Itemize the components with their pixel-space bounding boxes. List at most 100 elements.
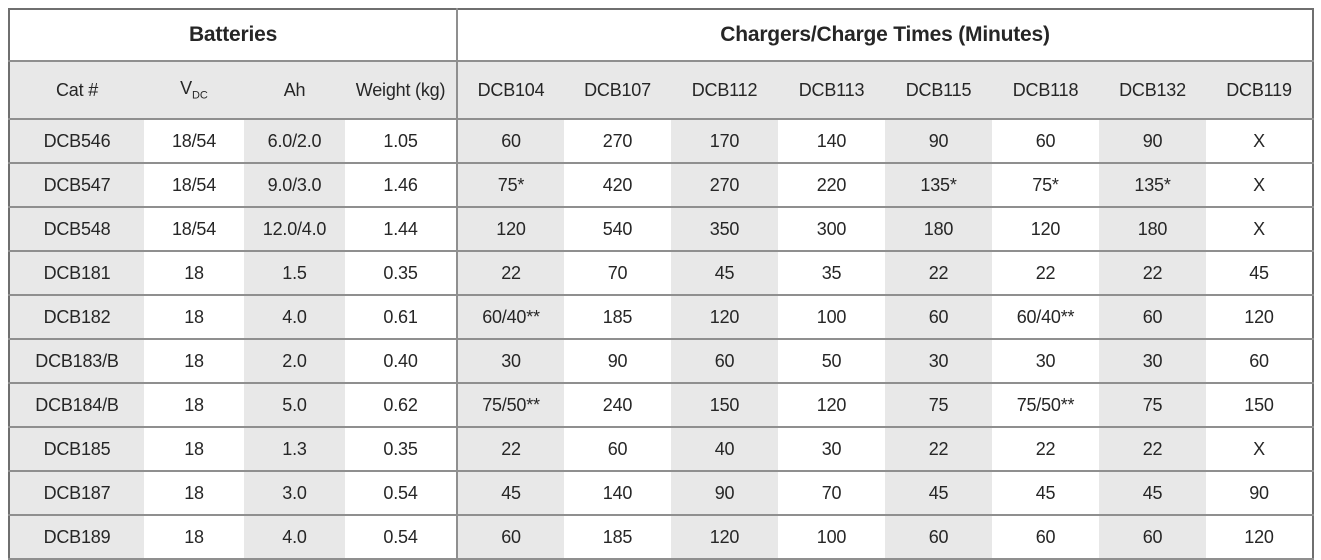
charge-time-cell: 135* — [1099, 163, 1207, 208]
charge-time-cell: X — [1206, 119, 1314, 164]
charge-time-cell: 60 — [671, 339, 779, 384]
col-header-dcb107: DCB107 — [564, 61, 672, 120]
battery-spec-cell: 5.0 — [244, 383, 345, 428]
battery-spec-cell: 3.0 — [244, 471, 345, 516]
charge-time-cell: 75* — [992, 163, 1100, 208]
charge-time-cell: 22 — [885, 427, 993, 472]
battery-spec-cell: 0.61 — [345, 295, 458, 340]
charge-time-cell: 60 — [564, 427, 672, 472]
col-header-dcb118: DCB118 — [992, 61, 1100, 120]
charge-time-cell: 90 — [1206, 471, 1314, 516]
charge-time-cell: 22 — [456, 427, 565, 472]
battery-spec-cell: 1.5 — [244, 251, 345, 296]
table-row: DCB547 18/54 9.0/3.0 1.46 75* 420 270 220 135* 75… — [9, 163, 1314, 208]
battery-spec-cell: 9.0/3.0 — [244, 163, 345, 208]
charge-time-cell: 60 — [456, 119, 565, 164]
charge-time-cell: 420 — [564, 163, 672, 208]
charge-time-cell: 540 — [564, 207, 672, 252]
charge-time-cell: 30 — [992, 339, 1100, 384]
charge-time-cell: 22 — [456, 251, 565, 296]
cat-number-cell: DCB546 — [9, 119, 144, 164]
charge-time-cell: 120 — [992, 207, 1100, 252]
battery-spec-cell: 18 — [144, 295, 244, 340]
charge-time-cell: 60 — [992, 119, 1100, 164]
cat-number-cell: DCB181 — [9, 251, 144, 296]
charge-time-cell: 75* — [456, 163, 565, 208]
charge-time-cell: 70 — [778, 471, 886, 516]
charge-time-cell: 120 — [778, 383, 886, 428]
charge-time-cell: 140 — [564, 471, 672, 516]
charge-time-cell: 60 — [1099, 295, 1207, 340]
col-header-dcb113: DCB113 — [778, 61, 886, 120]
cat-number-cell: DCB183/B — [9, 339, 144, 384]
battery-spec-cell: 18 — [144, 471, 244, 516]
vdc-label: V — [180, 78, 192, 99]
charge-time-cell: 120 — [456, 207, 565, 252]
charge-time-cell: 150 — [1206, 383, 1314, 428]
battery-spec-cell: 18 — [144, 427, 244, 472]
charge-time-cell: 90 — [564, 339, 672, 384]
batteries-section-title: Batteries — [9, 9, 458, 62]
charge-time-cell: 170 — [671, 119, 779, 164]
battery-spec-cell: 18/54 — [144, 119, 244, 164]
cat-number-cell: DCB189 — [9, 515, 144, 560]
charge-time-cell: 60/40** — [992, 295, 1100, 340]
charge-time-cell: 120 — [671, 295, 779, 340]
charge-time-cell: 35 — [778, 251, 886, 296]
cat-number-cell: DCB548 — [9, 207, 144, 252]
table-row: DCB187 18 3.0 0.54 45 140 90 70 45 45 45 90 — [9, 471, 1314, 516]
table-row: DCB181 18 1.5 0.35 22 70 45 35 22 22 22 45 — [9, 251, 1314, 296]
col-header-weight: Weight (kg) — [345, 61, 458, 120]
battery-spec-cell: 0.62 — [345, 383, 458, 428]
battery-spec-cell: 18/54 — [144, 163, 244, 208]
battery-spec-cell: 18 — [144, 339, 244, 384]
charge-time-cell: 45 — [885, 471, 993, 516]
battery-spec-cell: 0.35 — [345, 251, 458, 296]
table-body: DCB546 18/54 6.0/2.0 1.05 60 270 170 140 90 60 90 X… — [9, 119, 1314, 560]
charge-time-cell: 45 — [671, 251, 779, 296]
table-row: DCB546 18/54 6.0/2.0 1.05 60 270 170 140 90 60 90 X — [9, 119, 1314, 164]
charge-time-cell: 22 — [992, 251, 1100, 296]
charge-time-cell: 60 — [1206, 339, 1314, 384]
battery-spec-cell: 1.3 — [244, 427, 345, 472]
charge-time-cell: 120 — [671, 515, 779, 560]
col-header-vdc: VDC — [144, 61, 244, 120]
charge-time-cell: 30 — [885, 339, 993, 384]
charge-time-cell: 270 — [671, 163, 779, 208]
battery-charger-spec-page: Batteries Chargers/Charge Times (Minutes… — [8, 8, 1315, 560]
charge-time-cell: 240 — [564, 383, 672, 428]
charge-time-cell: X — [1206, 427, 1314, 472]
col-header-dcb119: DCB119 — [1206, 61, 1314, 120]
charge-time-cell: 180 — [1099, 207, 1207, 252]
vdc-subscript: DC — [191, 89, 208, 102]
battery-spec-cell: 0.35 — [345, 427, 458, 472]
section-title-row: Batteries Chargers/Charge Times (Minutes… — [9, 9, 1314, 62]
charge-time-cell: 220 — [778, 163, 886, 208]
charge-time-cell: 75 — [885, 383, 993, 428]
charge-time-cell: 60/40** — [456, 295, 565, 340]
charge-time-cell: 70 — [564, 251, 672, 296]
col-header-cat-number: Cat # — [9, 61, 144, 120]
battery-spec-cell: 0.40 — [345, 339, 458, 384]
charge-time-cell: 270 — [564, 119, 672, 164]
battery-spec-cell: 18 — [144, 383, 244, 428]
table-row: DCB183/B 18 2.0 0.40 30 90 60 50 30 30 30 60 — [9, 339, 1314, 384]
charge-time-cell: X — [1206, 163, 1314, 208]
charge-time-cell: 90 — [1099, 119, 1207, 164]
charge-time-cell: 90 — [671, 471, 779, 516]
col-header-ah: Ah — [244, 61, 345, 120]
charge-time-cell: 100 — [778, 295, 886, 340]
table-row: DCB184/B 18 5.0 0.62 75/50** 240 150 120 75 75/50… — [9, 383, 1314, 428]
battery-spec-cell: 0.54 — [345, 515, 458, 560]
charge-time-cell: 120 — [1206, 515, 1314, 560]
charge-time-cell: X — [1206, 207, 1314, 252]
charge-time-cell: 60 — [992, 515, 1100, 560]
charge-time-cell: 120 — [1206, 295, 1314, 340]
chargers-section-title: Chargers/Charge Times (Minutes) — [456, 9, 1314, 62]
battery-spec-cell: 2.0 — [244, 339, 345, 384]
charge-time-cell: 185 — [564, 515, 672, 560]
charge-time-cell: 60 — [1099, 515, 1207, 560]
cat-number-cell: DCB185 — [9, 427, 144, 472]
charge-time-cell: 140 — [778, 119, 886, 164]
charge-time-cell: 22 — [1099, 427, 1207, 472]
